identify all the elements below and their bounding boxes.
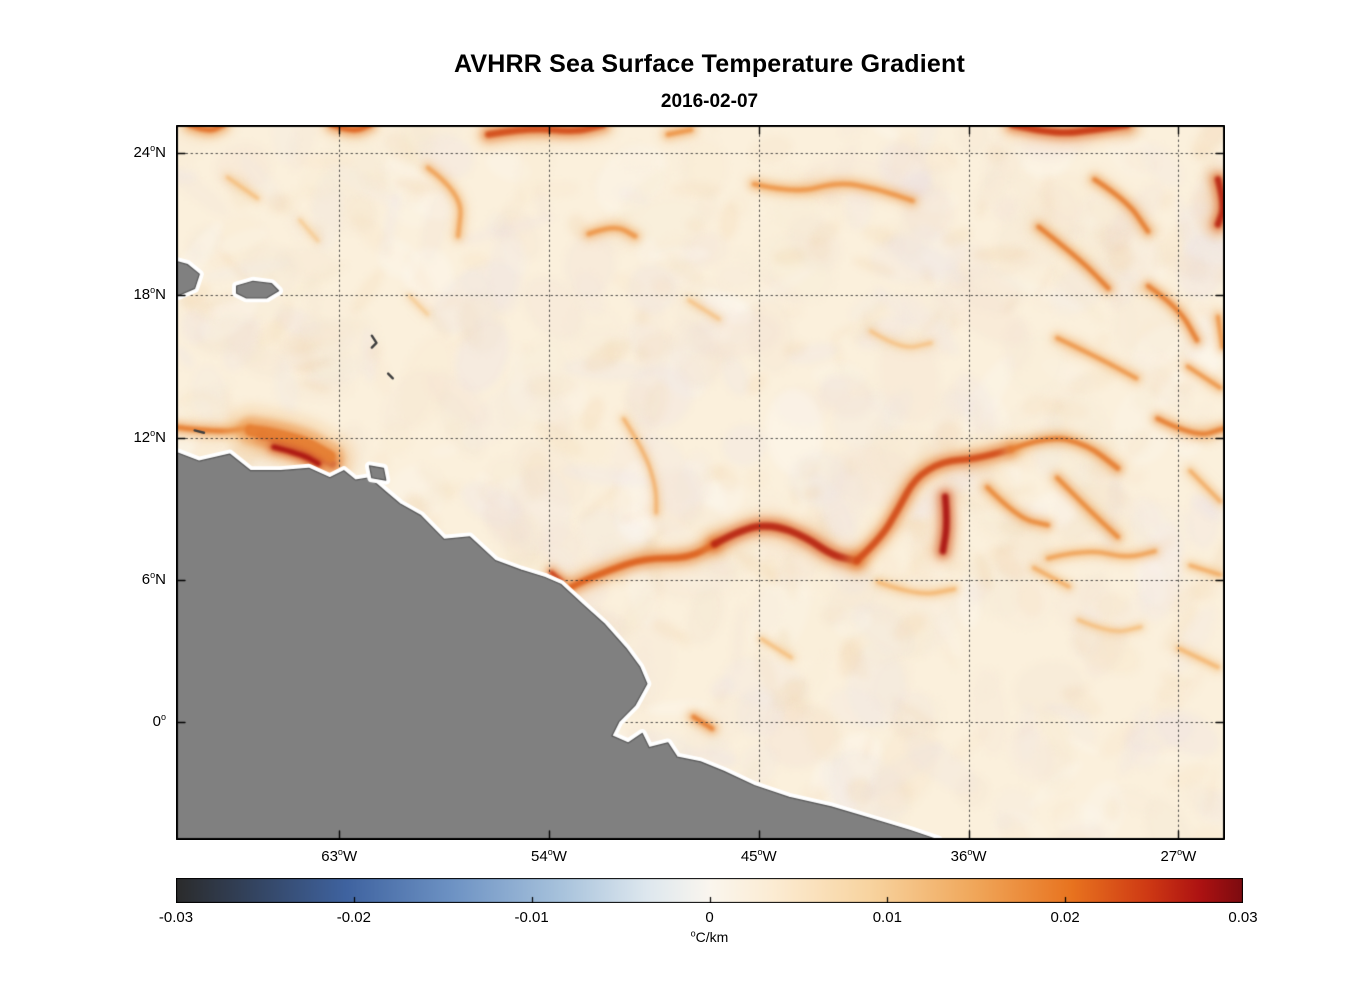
colorbar-tick-label: -0.01 (514, 909, 549, 926)
colorbar-tick-label: 0.03 (1228, 909, 1258, 926)
y-tick-label: 6oN (141, 569, 166, 588)
map-canvas (176, 125, 1225, 840)
colorbar-tick-label: 0.02 (1050, 909, 1080, 926)
x-tick-label: 45oW (740, 847, 777, 866)
degree-symbol: o (690, 928, 696, 939)
y-tick-label: 24oN (133, 143, 166, 162)
unit-text: C/km (695, 929, 729, 945)
x-tick-label: 63oW (321, 847, 358, 866)
y-tick-label: 18oN (133, 285, 166, 304)
colorbar-tick-label: 0 (705, 909, 714, 926)
x-tick-label: 54oW (531, 847, 567, 866)
y-tick-label: 0o (152, 711, 166, 730)
colorbar-canvas (176, 878, 1243, 903)
x-tick-label: 27oW (1160, 847, 1197, 866)
x-tick-label: 36oW (950, 847, 987, 866)
chart-title: AVHRR Sea Surface Temperature Gradient (454, 50, 965, 78)
colorbar-tick-label: -0.03 (158, 909, 194, 926)
colorbar-tick-label: -0.02 (336, 909, 371, 926)
y-tick-label: 12oN (133, 427, 166, 446)
colorbar-tick-label: 0.01 (872, 909, 902, 926)
chart-subtitle: 2016-02-07 (660, 91, 759, 112)
colorbar-unit-label: oC/km (176, 929, 1243, 945)
